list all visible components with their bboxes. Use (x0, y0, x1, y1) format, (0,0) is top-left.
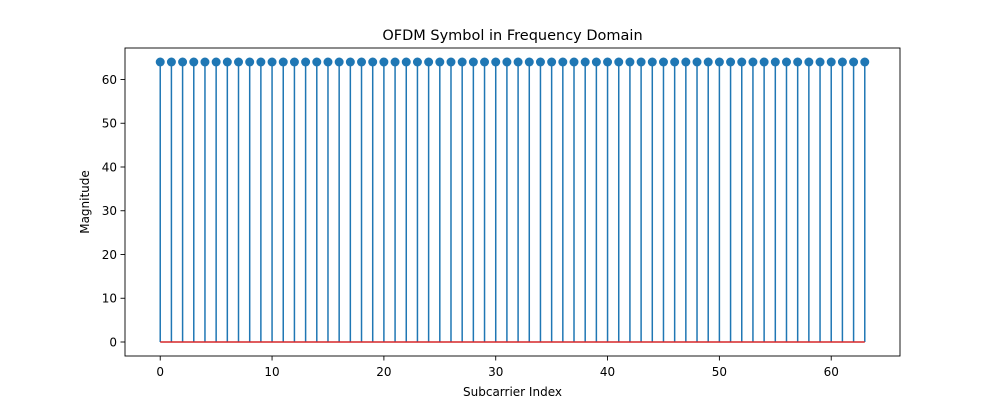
stem-marker (200, 57, 210, 67)
stem-marker (222, 57, 232, 67)
stem-marker (401, 57, 411, 67)
y-tick-label: 30 (102, 204, 117, 218)
stem-marker (826, 57, 836, 67)
stem-marker (714, 57, 724, 67)
chart-title: OFDM Symbol in Frequency Domain (382, 28, 642, 44)
stem-marker (558, 57, 568, 67)
stem-marker (491, 57, 501, 67)
stem-marker (412, 57, 422, 67)
stem-marker (781, 57, 791, 67)
stem-marker (748, 57, 758, 67)
stem-marker (357, 57, 367, 67)
stem-marker (580, 57, 590, 67)
stem-marker (189, 57, 199, 67)
x-tick-label: 20 (376, 365, 391, 379)
stem-marker (435, 57, 445, 67)
stem-marker (245, 57, 255, 67)
stem-marker (670, 57, 680, 67)
stem-marker (234, 57, 244, 67)
y-axis-ticks: 0 10 20 30 40 50 60 (102, 73, 125, 349)
stem-marker (155, 57, 165, 67)
stem-marker (480, 57, 490, 67)
stem-marker (301, 57, 311, 67)
y-tick-label: 50 (102, 117, 117, 131)
stem-marker (569, 57, 579, 67)
stem-marker (379, 57, 389, 67)
x-tick-label: 30 (488, 365, 503, 379)
y-tick-label: 0 (109, 335, 117, 349)
stem-marker (334, 57, 344, 67)
stem-marker (457, 57, 467, 67)
stem-marker (345, 57, 355, 67)
x-tick-label: 10 (264, 365, 279, 379)
stem-marker (256, 57, 266, 67)
y-axis-label: Magnitude (78, 170, 92, 234)
stem-marker (267, 57, 277, 67)
stem-marker (681, 57, 691, 67)
x-axis-label: Subcarrier Index (463, 385, 562, 399)
plot-area (155, 57, 870, 343)
axes-frame (124, 47, 901, 357)
stem-marker (502, 57, 512, 67)
y-tick-label: 20 (102, 248, 117, 262)
stem-marker (547, 57, 557, 67)
y-tick-label: 10 (102, 292, 117, 306)
stem-marker (211, 57, 221, 67)
x-axis-ticks: 0 10 20 30 40 50 60 (156, 356, 839, 379)
stem-marker (614, 57, 624, 67)
stem-marker (703, 57, 713, 67)
y-tick-label: 60 (102, 73, 117, 87)
stem-marker (535, 57, 545, 67)
stem-marker (468, 57, 478, 67)
stem-marker (793, 57, 803, 67)
stem-marker (524, 57, 534, 67)
x-tick-label: 0 (156, 365, 164, 379)
stem-marker (860, 57, 870, 67)
stem-marker (815, 57, 825, 67)
y-tick-label: 40 (102, 160, 117, 174)
stem-marker (737, 57, 747, 67)
stem-marker (658, 57, 668, 67)
stem-marker (849, 57, 859, 67)
stem-marker (513, 57, 523, 67)
stem-marker (446, 57, 456, 67)
stem-marker (647, 57, 657, 67)
x-tick-label: 50 (712, 365, 727, 379)
stem-marker (323, 57, 333, 67)
stem-marker (166, 57, 176, 67)
stem-marker (804, 57, 814, 67)
stem-marker (603, 57, 613, 67)
x-tick-label: 40 (600, 365, 615, 379)
stem-marker (625, 57, 635, 67)
stem-marker (312, 57, 322, 67)
stem-marker (591, 57, 601, 67)
stem-marker (692, 57, 702, 67)
stem-marker (424, 57, 434, 67)
stem-marker (759, 57, 769, 67)
stem-marker (770, 57, 780, 67)
stem-marker (726, 57, 736, 67)
stem-marker (636, 57, 646, 67)
stem-marker (368, 57, 378, 67)
stem-marker (289, 57, 299, 67)
stem-marker (390, 57, 400, 67)
stem-marker (278, 57, 288, 67)
stem-marker (837, 57, 847, 67)
x-tick-label: 60 (824, 365, 839, 379)
stem-marker (178, 57, 188, 67)
